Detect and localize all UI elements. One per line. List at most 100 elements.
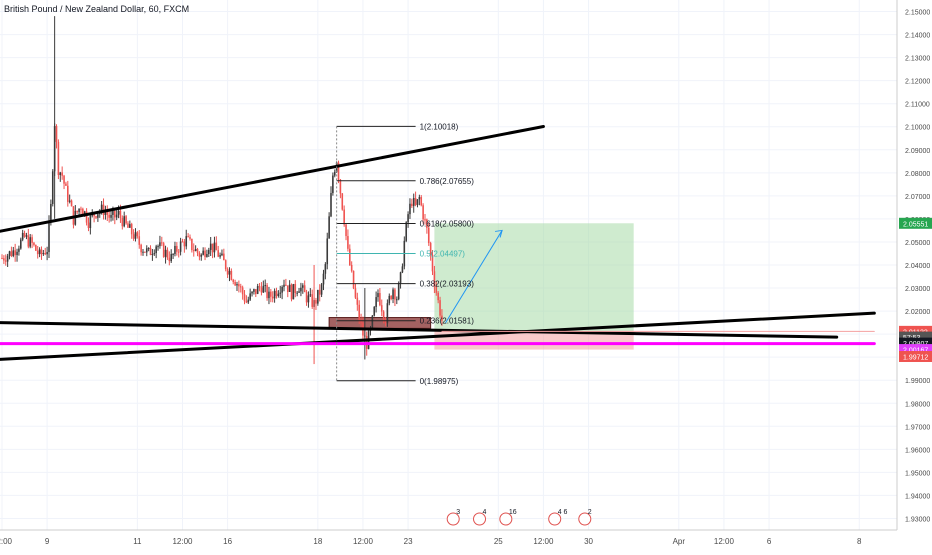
candle-up bbox=[208, 249, 210, 255]
candle-down bbox=[305, 292, 308, 303]
fib-level-label: 0.382(2.03193) bbox=[420, 280, 475, 289]
candle-up bbox=[68, 200, 71, 202]
candle-up bbox=[373, 306, 376, 316]
candle-down bbox=[87, 222, 90, 229]
chart-title: British Pound / New Zealand Dollar, 60, … bbox=[4, 4, 190, 14]
candle-up bbox=[298, 291, 300, 293]
candle-up bbox=[117, 210, 120, 215]
candle-down bbox=[106, 212, 109, 215]
candle-up bbox=[46, 252, 48, 255]
candle-down bbox=[354, 288, 357, 298]
zones-layer bbox=[328, 223, 634, 350]
candle-down bbox=[31, 237, 33, 243]
candle-up bbox=[179, 241, 182, 252]
candle-down bbox=[439, 300, 441, 316]
candle-down bbox=[380, 305, 383, 312]
event-marker bbox=[473, 512, 487, 526]
price-label-bg bbox=[899, 344, 932, 356]
fibonacci-retracement[interactable]: 1(2.10018) 0.786(2.07655) 0.618(2.05800) 0.… bbox=[336, 122, 475, 386]
candle-down bbox=[44, 253, 47, 255]
candle-down bbox=[40, 249, 43, 255]
candle-up bbox=[209, 243, 212, 250]
candle-down bbox=[414, 197, 417, 205]
event-markers: 3 4 16 4 6 2 bbox=[446, 509, 592, 526]
event-marker-count: 4 6 bbox=[558, 509, 568, 516]
y-tick-label: 1.96000 bbox=[905, 447, 930, 454]
candle-down bbox=[35, 245, 37, 251]
candle-down bbox=[426, 219, 428, 228]
candle-up bbox=[388, 295, 391, 304]
y-tick-label: 1.94000 bbox=[905, 493, 930, 500]
candle-down bbox=[3, 258, 5, 261]
candle-down bbox=[341, 193, 344, 210]
y-tick-label: 2.04000 bbox=[905, 263, 930, 270]
candle-up bbox=[16, 251, 18, 256]
candle-up bbox=[29, 237, 31, 247]
candle-down bbox=[266, 285, 268, 299]
candle-up bbox=[262, 285, 265, 293]
candle-up bbox=[236, 284, 238, 286]
price-label-bg bbox=[899, 331, 932, 343]
y-tick-label: 2.10000 bbox=[905, 125, 930, 132]
take-profit-zone bbox=[434, 223, 634, 332]
candle-down bbox=[223, 253, 225, 261]
candle-down bbox=[379, 293, 381, 306]
price-label-bg bbox=[899, 337, 932, 349]
candle-down bbox=[260, 287, 263, 293]
candle-up bbox=[6, 255, 9, 262]
candle-down bbox=[315, 300, 317, 304]
candle-down bbox=[33, 242, 35, 246]
candle-up bbox=[279, 292, 282, 294]
candle-up bbox=[277, 293, 280, 296]
candle-down bbox=[23, 232, 26, 237]
candle-up bbox=[159, 242, 161, 247]
candle-down bbox=[149, 247, 152, 256]
candle-up bbox=[83, 211, 86, 215]
candle-up bbox=[213, 242, 216, 253]
candle-down bbox=[224, 260, 227, 270]
candle-up bbox=[100, 204, 103, 212]
candle-down bbox=[226, 269, 229, 275]
x-tick-label: 6 bbox=[767, 537, 772, 546]
candle-up bbox=[386, 303, 389, 324]
candle-up bbox=[12, 250, 15, 256]
y-tick-label: 2.13000 bbox=[905, 56, 930, 63]
y-tick-label: 2.03000 bbox=[905, 286, 930, 293]
candle-up bbox=[157, 246, 159, 248]
candle-down bbox=[215, 242, 218, 251]
candle-down bbox=[275, 290, 278, 296]
candle-up bbox=[25, 235, 28, 237]
candle-down bbox=[318, 289, 321, 295]
candle-down bbox=[437, 292, 439, 301]
y-tick-label: 2.14000 bbox=[905, 33, 930, 40]
candle-down bbox=[36, 250, 39, 255]
candle-up bbox=[409, 203, 411, 215]
price-label-bg bbox=[899, 325, 932, 337]
candle-down bbox=[10, 251, 13, 256]
candle-down bbox=[121, 217, 124, 227]
candle-down bbox=[108, 214, 110, 218]
candle-down bbox=[356, 297, 359, 305]
candle-up bbox=[18, 248, 20, 252]
price-label-bg bbox=[899, 217, 932, 229]
candle-down bbox=[61, 172, 63, 176]
candle-down bbox=[183, 241, 186, 247]
y-tick-label: 2.07000 bbox=[905, 194, 930, 201]
candle-down bbox=[85, 211, 88, 223]
candle-down bbox=[72, 206, 75, 225]
candle-down bbox=[382, 311, 385, 320]
candle-down bbox=[138, 236, 141, 245]
candle-down bbox=[55, 126, 58, 142]
candle-down bbox=[245, 301, 248, 303]
candle-up bbox=[328, 216, 330, 239]
y-tick-label: 1.99000 bbox=[905, 378, 930, 385]
candle-up bbox=[407, 214, 409, 223]
y-tick-label: 2.15000 bbox=[905, 10, 930, 17]
x-tick-label: 9 bbox=[45, 537, 50, 546]
candle-down bbox=[286, 285, 289, 292]
candle-up bbox=[268, 291, 270, 299]
event-marker bbox=[446, 512, 460, 526]
